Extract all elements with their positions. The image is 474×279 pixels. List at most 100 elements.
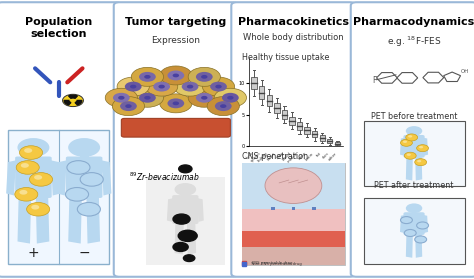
Circle shape — [222, 93, 239, 103]
Bar — [297, 122, 302, 130]
Text: Population
selection: Population selection — [25, 17, 92, 39]
Circle shape — [19, 146, 43, 159]
FancyBboxPatch shape — [121, 118, 230, 137]
Circle shape — [131, 67, 164, 86]
Text: −: − — [78, 246, 90, 260]
Circle shape — [187, 85, 193, 88]
Circle shape — [131, 88, 164, 107]
Circle shape — [196, 72, 213, 82]
Circle shape — [220, 104, 227, 108]
Text: F: F — [372, 76, 377, 85]
Circle shape — [417, 145, 428, 152]
Circle shape — [63, 94, 83, 107]
FancyBboxPatch shape — [15, 157, 52, 198]
Wedge shape — [69, 95, 77, 98]
Circle shape — [112, 97, 145, 116]
Text: Pharmacodynamics: Pharmacodynamics — [354, 17, 474, 27]
Circle shape — [214, 88, 246, 107]
Circle shape — [18, 138, 49, 157]
Circle shape — [196, 93, 213, 103]
Circle shape — [125, 82, 142, 92]
Circle shape — [139, 93, 156, 103]
Circle shape — [67, 161, 90, 174]
Polygon shape — [167, 198, 178, 222]
Circle shape — [113, 93, 130, 103]
Circle shape — [188, 67, 220, 86]
Polygon shape — [419, 215, 428, 233]
Text: OH: OH — [461, 69, 469, 74]
FancyBboxPatch shape — [66, 157, 102, 198]
Circle shape — [417, 160, 421, 162]
Bar — [80, 152, 89, 160]
FancyBboxPatch shape — [403, 135, 425, 158]
Circle shape — [210, 82, 227, 92]
Text: CNS penetrable drug: CNS penetrable drug — [249, 261, 293, 265]
Circle shape — [80, 173, 103, 186]
FancyBboxPatch shape — [114, 2, 238, 277]
Circle shape — [406, 126, 422, 136]
Text: Tumor targeting: Tumor targeting — [125, 17, 227, 27]
Circle shape — [120, 101, 137, 111]
Polygon shape — [400, 215, 409, 233]
Circle shape — [178, 230, 197, 241]
Circle shape — [65, 187, 89, 201]
Polygon shape — [94, 160, 111, 196]
Circle shape — [68, 138, 100, 157]
Ellipse shape — [265, 168, 322, 203]
Polygon shape — [57, 160, 74, 196]
Circle shape — [167, 71, 184, 80]
Circle shape — [19, 190, 27, 195]
Polygon shape — [6, 160, 23, 196]
Bar — [289, 117, 295, 125]
Circle shape — [406, 134, 418, 141]
Polygon shape — [406, 234, 413, 258]
Circle shape — [408, 135, 412, 138]
Bar — [364, 198, 465, 264]
Bar — [271, 207, 274, 210]
Text: Whole body distribution: Whole body distribution — [243, 33, 344, 42]
Bar — [274, 103, 280, 113]
Circle shape — [24, 148, 32, 153]
Bar — [327, 139, 332, 143]
Circle shape — [29, 173, 53, 186]
Circle shape — [401, 139, 412, 146]
Text: e.g. $^{18}$F-FES: e.g. $^{18}$F-FES — [387, 35, 441, 49]
Text: fat: fat — [316, 151, 322, 158]
FancyBboxPatch shape — [172, 195, 199, 224]
Circle shape — [415, 159, 427, 166]
Bar — [412, 133, 416, 138]
Polygon shape — [18, 197, 31, 244]
Circle shape — [403, 141, 407, 143]
Circle shape — [77, 203, 100, 216]
Circle shape — [125, 104, 132, 108]
Text: spleen: spleen — [250, 151, 262, 163]
Text: Pharmacokinetics: Pharmacokinetics — [238, 17, 349, 27]
Circle shape — [173, 214, 190, 224]
Circle shape — [16, 161, 39, 174]
Text: Expression: Expression — [151, 36, 201, 45]
Bar — [412, 210, 416, 215]
Circle shape — [174, 77, 206, 96]
Circle shape — [71, 99, 75, 102]
Circle shape — [160, 94, 192, 113]
FancyBboxPatch shape — [231, 2, 356, 277]
Text: blood: blood — [281, 151, 292, 162]
FancyBboxPatch shape — [0, 2, 121, 277]
Circle shape — [130, 85, 137, 88]
Bar — [304, 127, 310, 134]
Polygon shape — [415, 156, 422, 181]
Circle shape — [182, 82, 199, 92]
Text: brain: brain — [305, 151, 315, 161]
Text: liver: liver — [246, 151, 254, 160]
Text: other: other — [327, 151, 337, 162]
Circle shape — [144, 75, 151, 79]
Circle shape — [417, 222, 428, 229]
Circle shape — [401, 217, 412, 223]
Polygon shape — [415, 234, 422, 258]
Text: +: + — [27, 246, 39, 260]
Circle shape — [21, 163, 29, 168]
Bar — [29, 152, 38, 160]
Circle shape — [227, 96, 234, 100]
Circle shape — [167, 98, 184, 108]
FancyBboxPatch shape — [403, 212, 425, 235]
